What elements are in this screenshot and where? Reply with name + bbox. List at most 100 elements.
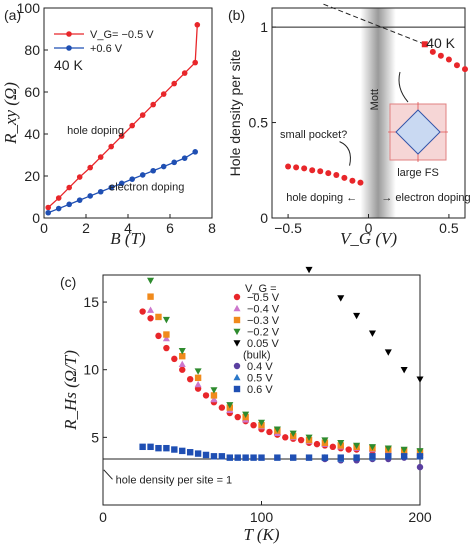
temperature-label-a: 40 K xyxy=(54,57,83,73)
data-point-a xyxy=(129,122,135,129)
data-point-c xyxy=(416,376,424,383)
data-point-c xyxy=(147,315,154,322)
data-point-c xyxy=(337,295,345,302)
y-tick-label-c: 10 xyxy=(83,362,99,378)
data-point-a xyxy=(45,204,51,211)
panel-label-b: (b) xyxy=(228,7,245,23)
reference-arrow-c xyxy=(103,469,113,480)
y-axis-label-b: Hole density per site xyxy=(227,49,243,176)
data-point-b xyxy=(437,52,444,59)
x-tick-label-a: 2 xyxy=(82,220,90,236)
data-point-a xyxy=(76,197,83,203)
data-point-a xyxy=(118,133,125,139)
x-tick-label-a: 8 xyxy=(208,220,216,236)
data-point-b xyxy=(462,66,468,73)
data-point-c xyxy=(274,454,281,461)
legend-marker-a xyxy=(66,45,72,51)
data-point-a xyxy=(108,143,114,150)
data-point-a xyxy=(118,180,125,187)
data-point-a xyxy=(87,193,93,199)
data-point-c xyxy=(147,277,155,285)
data-point-c xyxy=(400,446,408,454)
data-point-c xyxy=(305,434,313,442)
data-point-a xyxy=(66,184,72,191)
data-point-a xyxy=(139,112,146,118)
data-point-a xyxy=(129,176,135,182)
x-tick-label-c: 0 xyxy=(99,509,107,525)
data-point-c xyxy=(289,430,297,437)
data-point-c xyxy=(179,366,186,373)
data-point-a xyxy=(192,59,198,66)
data-point-b xyxy=(445,56,452,63)
legend-marker-c xyxy=(233,328,241,336)
y-axis-label-a: R_xy (Ω) xyxy=(1,82,20,145)
data-point-c xyxy=(368,444,376,451)
data-point-c xyxy=(226,402,234,409)
data-point-a xyxy=(139,172,146,178)
annotation-mott: Mott xyxy=(369,89,381,110)
data-point-c xyxy=(139,443,146,451)
data-point-b xyxy=(317,168,324,175)
data-point-c xyxy=(329,443,337,451)
data-point-c xyxy=(202,451,210,459)
data-point-c xyxy=(337,440,345,447)
data-point-c xyxy=(353,442,361,450)
legend-marker-c xyxy=(233,316,241,324)
legend-marker-a xyxy=(66,31,72,37)
data-point-c xyxy=(266,428,273,436)
data-point-c xyxy=(369,453,376,460)
annotation-large-fs: large FS xyxy=(397,167,439,179)
data-point-c xyxy=(155,444,162,452)
x-tick-label-b: 0.5 xyxy=(439,220,459,236)
data-point-b xyxy=(349,177,356,184)
x-axis-label-b: V_G (V) xyxy=(340,229,397,248)
panel-label-c: (c) xyxy=(60,274,76,290)
x-tick-label-a: 6 xyxy=(166,220,174,236)
data-point-a xyxy=(160,163,167,170)
data-point-c xyxy=(234,413,241,421)
legend-label-c: −0.4 V xyxy=(247,304,280,316)
data-point-c xyxy=(162,316,170,324)
annotation-hole-doping-b: hole doping ← xyxy=(286,192,357,204)
reference-label-c: hole density per site = 1 xyxy=(116,474,232,486)
arrow-large-fs xyxy=(398,71,409,103)
legend-marker-c xyxy=(233,293,241,301)
data-point-c xyxy=(226,454,233,461)
data-point-c xyxy=(321,454,329,461)
y-tick-label-c: 15 xyxy=(83,294,99,310)
data-point-b xyxy=(285,163,292,170)
data-point-c xyxy=(258,454,265,461)
data-point-a xyxy=(150,101,156,108)
data-point-a xyxy=(76,174,83,180)
data-point-c xyxy=(163,344,170,352)
annotation-small-pocket: small pocket? xyxy=(280,129,347,141)
data-point-c xyxy=(210,392,218,399)
data-point-c xyxy=(242,411,250,419)
data-point-c xyxy=(194,380,202,388)
x-tick-label-c: 100 xyxy=(250,509,274,525)
inset-fermi-surface xyxy=(395,109,441,155)
data-point-c xyxy=(210,395,218,403)
data-point-c xyxy=(400,453,408,460)
data-point-a xyxy=(194,22,201,28)
y-tick-label-c: 5 xyxy=(91,429,99,445)
data-point-c xyxy=(384,445,392,452)
data-point-c xyxy=(297,436,305,444)
data-point-c xyxy=(210,387,218,394)
data-point-c xyxy=(385,453,392,460)
legend-title-c: V_G = xyxy=(245,283,277,295)
data-point-c xyxy=(218,404,226,411)
legend-label-c: 0.6 V xyxy=(247,384,273,396)
data-point-c xyxy=(155,313,162,321)
x-tick-label-c: 200 xyxy=(408,509,432,525)
data-point-b xyxy=(333,172,340,179)
data-point-c xyxy=(163,444,170,452)
data-point-c xyxy=(202,392,210,399)
data-point-a xyxy=(87,164,93,171)
data-point-c xyxy=(305,266,313,274)
data-point-c xyxy=(250,454,257,461)
data-point-c xyxy=(273,426,281,433)
data-point-a xyxy=(97,188,104,195)
